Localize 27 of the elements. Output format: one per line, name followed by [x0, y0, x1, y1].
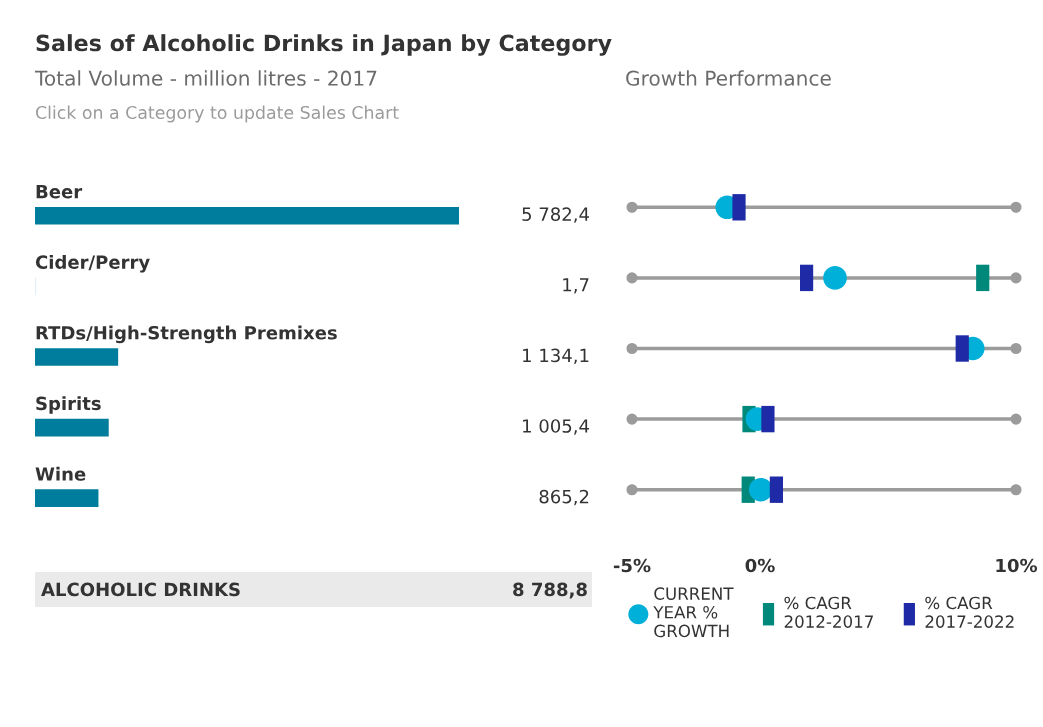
text: 8 788,8 — [513, 582, 587, 599]
bar — [35, 206, 460, 225]
text: Click on a Category to update Sales Chart — [35, 105, 399, 123]
y-tick-label: RTDs/High-Strength Premixes — [36, 325, 337, 344]
data-label: 865,2 — [539, 489, 589, 506]
point — [823, 266, 847, 290]
y-tick-label: Cider/Perry — [35, 254, 150, 273]
y-tick-label: Spirits — [36, 396, 101, 414]
y-tick-label: Wine — [35, 466, 86, 481]
x-tick-label: 0% — [745, 558, 775, 573]
bar — [35, 348, 119, 366]
x-tick-label: 10% — [996, 558, 1038, 573]
bar — [35, 418, 109, 437]
bar — [35, 489, 99, 507]
legend-label: CURRENT YEAR % GROWTH — [653, 587, 734, 638]
legend-label: % CAGR 2017-2022 — [925, 596, 1014, 628]
y-tick-label: Beer — [36, 185, 83, 199]
chart-subtitle: Total Volume - million litres - 2017 — [34, 70, 377, 86]
data-label: 1 134,1 — [523, 348, 589, 365]
text: ALCOHOLIC DRINKS — [41, 582, 240, 597]
data-label: 1,7 — [563, 278, 589, 294]
x-tick-label: -5% — [613, 558, 651, 573]
chart-title: Sales of Alcoholic Drinks in Japan by Category — [36, 34, 612, 56]
data-label: 1 005,4 — [523, 419, 589, 435]
data-label: 5 782,4 — [522, 207, 589, 223]
chart-title: Growth Performance — [626, 70, 831, 86]
legend-label: % CAGR 2012-2017 — [784, 596, 873, 628]
